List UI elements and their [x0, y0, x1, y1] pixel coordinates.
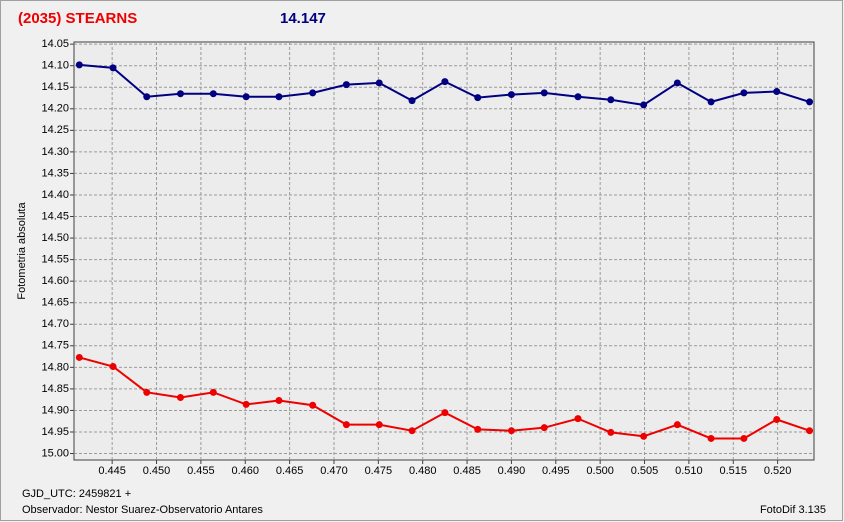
- y-tick-label: 14.35: [41, 167, 69, 179]
- data-point: [342, 421, 350, 429]
- y-tick-label: 14.60: [41, 275, 69, 287]
- data-point: [176, 394, 184, 402]
- y-tick-label: 14.10: [41, 60, 69, 72]
- data-point: [607, 96, 615, 104]
- x-tick-label: 0.480: [409, 465, 437, 477]
- x-tick-label: 0.470: [320, 465, 348, 477]
- x-tick-label: 0.485: [453, 465, 481, 477]
- x-tick-label: 0.465: [276, 465, 304, 477]
- data-point: [640, 101, 648, 109]
- x-tick-label: 0.515: [719, 465, 747, 477]
- data-point: [342, 81, 350, 89]
- data-point: [707, 434, 715, 442]
- chart-title: (2035) STEARNS: [18, 10, 137, 27]
- x-tick-label: 0.450: [143, 465, 171, 477]
- data-point: [474, 94, 482, 102]
- x-tick-label: 0.520: [764, 465, 792, 477]
- data-point: [441, 409, 449, 417]
- x-tick-label: 0.455: [187, 465, 215, 477]
- y-axis-label: Fotometria absoluta: [16, 202, 28, 300]
- data-point: [507, 91, 515, 99]
- data-point: [143, 388, 151, 396]
- data-point: [773, 88, 781, 96]
- data-point: [773, 415, 781, 423]
- data-point: [540, 424, 548, 432]
- y-tick-label: 14.40: [41, 189, 69, 201]
- data-point: [540, 89, 548, 97]
- chart-subtitle: 14.147: [280, 10, 326, 27]
- data-point: [806, 427, 814, 435]
- data-point: [574, 415, 582, 423]
- data-point: [441, 78, 449, 86]
- y-tick-label: 14.45: [41, 210, 69, 222]
- data-point: [176, 90, 184, 98]
- data-point: [574, 93, 582, 101]
- x-tick-label: 0.475: [365, 465, 393, 477]
- x-tick-label: 0.495: [542, 465, 570, 477]
- data-point: [143, 93, 151, 101]
- data-point: [740, 89, 748, 97]
- data-point: [474, 425, 482, 433]
- y-tick-label: 14.70: [41, 318, 69, 330]
- data-point: [309, 401, 317, 409]
- y-tick-label: 14.75: [41, 340, 69, 352]
- data-point: [408, 427, 416, 435]
- x-axis-label: GJD_UTC: 2459821 +: [22, 488, 131, 500]
- data-point: [109, 64, 117, 72]
- data-point: [740, 434, 748, 442]
- x-tick-label: 0.490: [498, 465, 526, 477]
- x-tick-label: 0.500: [586, 465, 614, 477]
- y-tick-label: 14.30: [41, 146, 69, 158]
- data-point: [75, 353, 83, 361]
- y-tick-label: 14.15: [41, 81, 69, 93]
- data-point: [806, 98, 814, 106]
- x-tick-label: 0.505: [631, 465, 659, 477]
- data-point: [375, 421, 383, 429]
- data-point: [707, 98, 715, 106]
- x-tick-label: 0.510: [675, 465, 703, 477]
- y-tick-label: 14.55: [41, 254, 69, 266]
- data-point: [275, 93, 283, 101]
- data-point: [375, 79, 383, 87]
- data-point: [242, 93, 250, 101]
- y-tick-label: 14.50: [41, 232, 69, 244]
- y-tick-label: 14.05: [41, 38, 69, 50]
- data-point: [607, 428, 615, 436]
- data-point: [673, 79, 681, 87]
- y-tick-label: 14.80: [41, 361, 69, 373]
- y-tick-label: 14.25: [41, 124, 69, 136]
- data-point: [408, 97, 416, 105]
- plot-area: [73, 41, 815, 461]
- y-tick-label: 14.20: [41, 103, 69, 115]
- data-point: [507, 427, 515, 435]
- data-point: [242, 400, 250, 408]
- y-tick-label: 14.65: [41, 297, 69, 309]
- footer-observer: Observador: Nestor Suarez-Observatorio A…: [22, 504, 263, 516]
- y-tick-label: 15.00: [41, 447, 69, 459]
- y-tick-label: 14.95: [41, 426, 69, 438]
- x-tick-label: 0.445: [98, 465, 126, 477]
- data-point: [640, 432, 648, 440]
- data-point: [75, 61, 83, 69]
- data-point: [209, 90, 217, 98]
- footer-version: FotoDif 3.135: [760, 504, 826, 516]
- data-point: [209, 388, 217, 396]
- data-point: [309, 89, 317, 97]
- x-tick-label: 0.460: [231, 465, 259, 477]
- data-point: [673, 421, 681, 429]
- data-point: [275, 397, 283, 405]
- y-tick-label: 14.85: [41, 383, 69, 395]
- data-point: [109, 362, 117, 370]
- y-tick-label: 14.90: [41, 404, 69, 416]
